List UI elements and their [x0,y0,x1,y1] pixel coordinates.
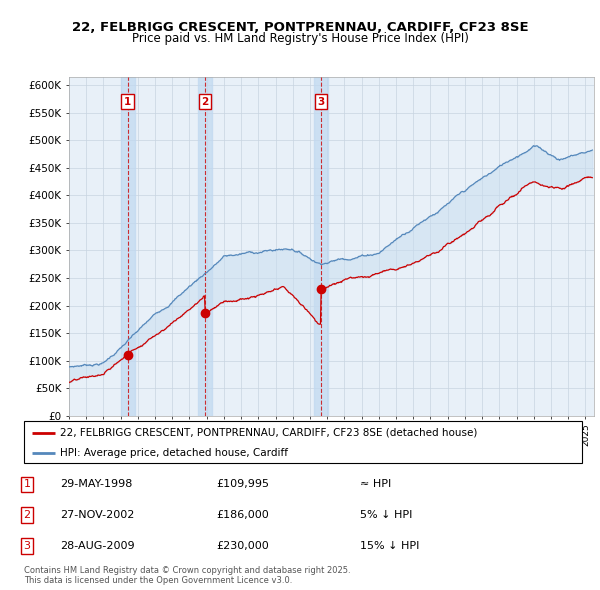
Bar [121,77,134,416]
Text: 22, FELBRIGG CRESCENT, PONTPRENNAU, CARDIFF, CF23 8SE: 22, FELBRIGG CRESCENT, PONTPRENNAU, CARD… [71,21,529,34]
Text: Contains HM Land Registry data © Crown copyright and database right 2025.
This d: Contains HM Land Registry data © Crown c… [24,566,350,585]
Text: 3: 3 [317,97,325,107]
Text: 1: 1 [124,97,131,107]
Text: 1: 1 [23,480,31,489]
Text: ≈ HPI: ≈ HPI [360,480,391,489]
Text: 28-AUG-2009: 28-AUG-2009 [60,541,134,550]
FancyBboxPatch shape [24,421,582,463]
Text: Price paid vs. HM Land Registry's House Price Index (HPI): Price paid vs. HM Land Registry's House … [131,32,469,45]
Text: 2: 2 [23,510,31,520]
Text: HPI: Average price, detached house, Cardiff: HPI: Average price, detached house, Card… [60,448,288,457]
Text: £109,995: £109,995 [216,480,269,489]
Text: 2: 2 [202,97,209,107]
Text: £186,000: £186,000 [216,510,269,520]
Bar [198,77,212,416]
Text: 5% ↓ HPI: 5% ↓ HPI [360,510,412,520]
Text: 29-MAY-1998: 29-MAY-1998 [60,480,133,489]
Text: £230,000: £230,000 [216,541,269,550]
Text: 3: 3 [23,541,31,550]
Text: 27-NOV-2002: 27-NOV-2002 [60,510,134,520]
Text: 22, FELBRIGG CRESCENT, PONTPRENNAU, CARDIFF, CF23 8SE (detached house): 22, FELBRIGG CRESCENT, PONTPRENNAU, CARD… [60,428,478,438]
Bar [314,77,328,416]
Text: 15% ↓ HPI: 15% ↓ HPI [360,541,419,550]
